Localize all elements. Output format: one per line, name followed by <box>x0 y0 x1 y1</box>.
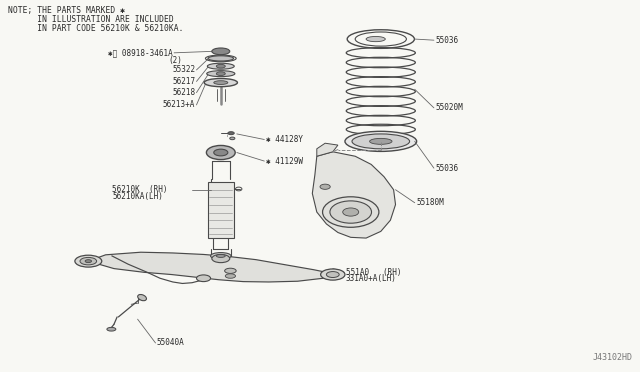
Text: ✱ 44128Y: ✱ 44128Y <box>266 135 303 144</box>
Text: ✱Ⓝ 08918-3461A: ✱Ⓝ 08918-3461A <box>108 48 173 57</box>
Text: 331A0+A(LH): 331A0+A(LH) <box>346 275 396 283</box>
Ellipse shape <box>196 275 211 282</box>
Polygon shape <box>312 152 396 238</box>
Ellipse shape <box>230 137 235 140</box>
Ellipse shape <box>326 272 339 278</box>
Ellipse shape <box>225 268 236 273</box>
Text: (2): (2) <box>168 56 182 65</box>
Ellipse shape <box>321 269 345 280</box>
Ellipse shape <box>85 260 92 263</box>
Text: 56210K  (RH): 56210K (RH) <box>112 185 168 194</box>
Text: ✱ 41129W: ✱ 41129W <box>266 157 303 166</box>
Ellipse shape <box>208 56 234 61</box>
Text: 55040A: 55040A <box>157 339 184 347</box>
Ellipse shape <box>206 145 236 160</box>
Text: IN ILLUSTRATION ARE INCLUDED: IN ILLUSTRATION ARE INCLUDED <box>8 15 173 24</box>
Text: 55036: 55036 <box>435 164 458 173</box>
Text: 551A0   (RH): 551A0 (RH) <box>346 268 401 277</box>
Text: 56217: 56217 <box>172 77 195 86</box>
Ellipse shape <box>204 78 237 87</box>
FancyBboxPatch shape <box>208 182 234 238</box>
Ellipse shape <box>370 138 392 144</box>
Ellipse shape <box>214 149 228 156</box>
Ellipse shape <box>323 197 379 227</box>
Ellipse shape <box>212 254 230 263</box>
Ellipse shape <box>330 201 372 223</box>
Text: J43102HD: J43102HD <box>593 353 632 362</box>
Ellipse shape <box>138 295 147 301</box>
Ellipse shape <box>80 257 97 265</box>
Text: NOTE; THE PARTS MARKED ✱: NOTE; THE PARTS MARKED ✱ <box>8 6 125 15</box>
Text: 56218: 56218 <box>172 88 195 97</box>
Ellipse shape <box>75 255 102 267</box>
Ellipse shape <box>228 132 234 135</box>
Ellipse shape <box>214 81 228 84</box>
Ellipse shape <box>225 274 236 278</box>
Text: 55036: 55036 <box>435 36 458 45</box>
Ellipse shape <box>352 134 410 149</box>
Ellipse shape <box>345 131 417 151</box>
Ellipse shape <box>212 48 230 55</box>
Text: 55020M: 55020M <box>435 103 463 112</box>
Text: IN PART CODE 56210K & 56210KA.: IN PART CODE 56210K & 56210KA. <box>8 24 183 33</box>
Ellipse shape <box>216 72 225 76</box>
Ellipse shape <box>216 254 225 257</box>
Ellipse shape <box>211 253 231 259</box>
Ellipse shape <box>366 36 385 42</box>
Ellipse shape <box>343 208 359 216</box>
Ellipse shape <box>216 64 225 68</box>
Ellipse shape <box>207 63 234 69</box>
Text: 56210KA(LH): 56210KA(LH) <box>112 192 163 201</box>
Polygon shape <box>88 252 333 282</box>
Ellipse shape <box>320 184 330 189</box>
Text: 55322: 55322 <box>172 65 195 74</box>
Text: 56213+A: 56213+A <box>163 100 195 109</box>
Polygon shape <box>317 143 338 156</box>
Text: 55180M: 55180M <box>416 198 444 207</box>
Ellipse shape <box>207 71 235 77</box>
Ellipse shape <box>107 327 116 331</box>
